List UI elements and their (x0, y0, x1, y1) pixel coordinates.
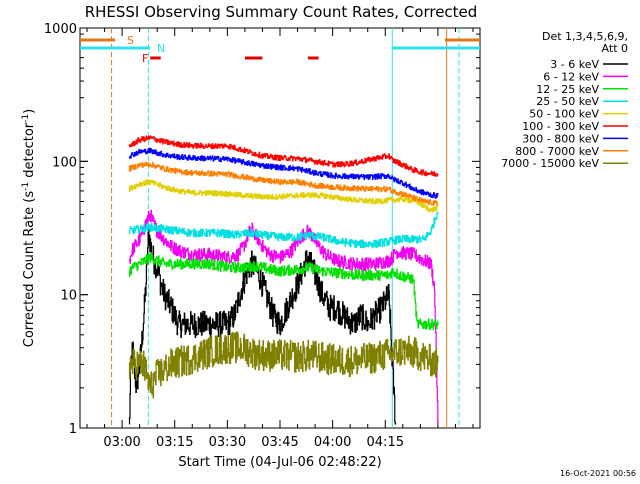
series-line (128, 225, 397, 425)
series-line (128, 147, 439, 199)
y-tick-label: 1 (69, 422, 77, 437)
x-tick-label: 03:30 (209, 435, 246, 450)
flag-label-night: N (157, 42, 165, 55)
chart-title: RHESSI Observing Summary Count Rates, Co… (85, 3, 478, 21)
x-tick-label: 03:15 (156, 435, 193, 450)
series-line (128, 252, 439, 331)
y-axis-label: Corrected Count Rate (s-1 detector-1) (21, 109, 37, 347)
y-tick-label: 1000 (44, 22, 77, 37)
footer-date: 16-Oct-2021 00:56 (560, 469, 636, 478)
series-line (128, 331, 439, 399)
legend-header-2: Att 0 (602, 42, 628, 55)
series-line (128, 135, 439, 177)
legend-label: 50 - 100 keV (529, 108, 599, 121)
series-line (128, 179, 439, 213)
flag-label-flare: F (142, 52, 148, 65)
series-line (128, 211, 439, 249)
x-tick-label: 03:00 (103, 435, 140, 450)
legend-label: 25 - 50 keV (536, 95, 599, 108)
legend-header-1: Det 1,3,4,5,6,9, (542, 30, 628, 43)
series-line (128, 161, 439, 206)
y-tick-label: 100 (52, 155, 77, 170)
legend-label: 300 - 800 keV (522, 132, 599, 145)
x-tick-label: 04:00 (314, 435, 351, 450)
legend-label: 100 - 300 keV (522, 120, 599, 133)
legend-label: 3 - 6 keV (550, 58, 599, 71)
legend-label: 7000 - 15000 keV (501, 157, 599, 170)
x-tick-label: 04:15 (367, 435, 404, 450)
legend-label: 6 - 12 keV (543, 70, 599, 83)
x-axis-label: Start Time (04-Jul-06 02:48:22) (178, 455, 381, 470)
legend-label: 800 - 7000 keV (515, 145, 599, 158)
x-tick-label: 03:45 (261, 435, 298, 450)
series-line (128, 209, 439, 425)
data-layer (80, 28, 480, 428)
y-tick-label: 10 (60, 289, 77, 304)
flag-label-saa: S (127, 34, 134, 47)
legend-label: 12 - 25 keV (536, 83, 599, 96)
